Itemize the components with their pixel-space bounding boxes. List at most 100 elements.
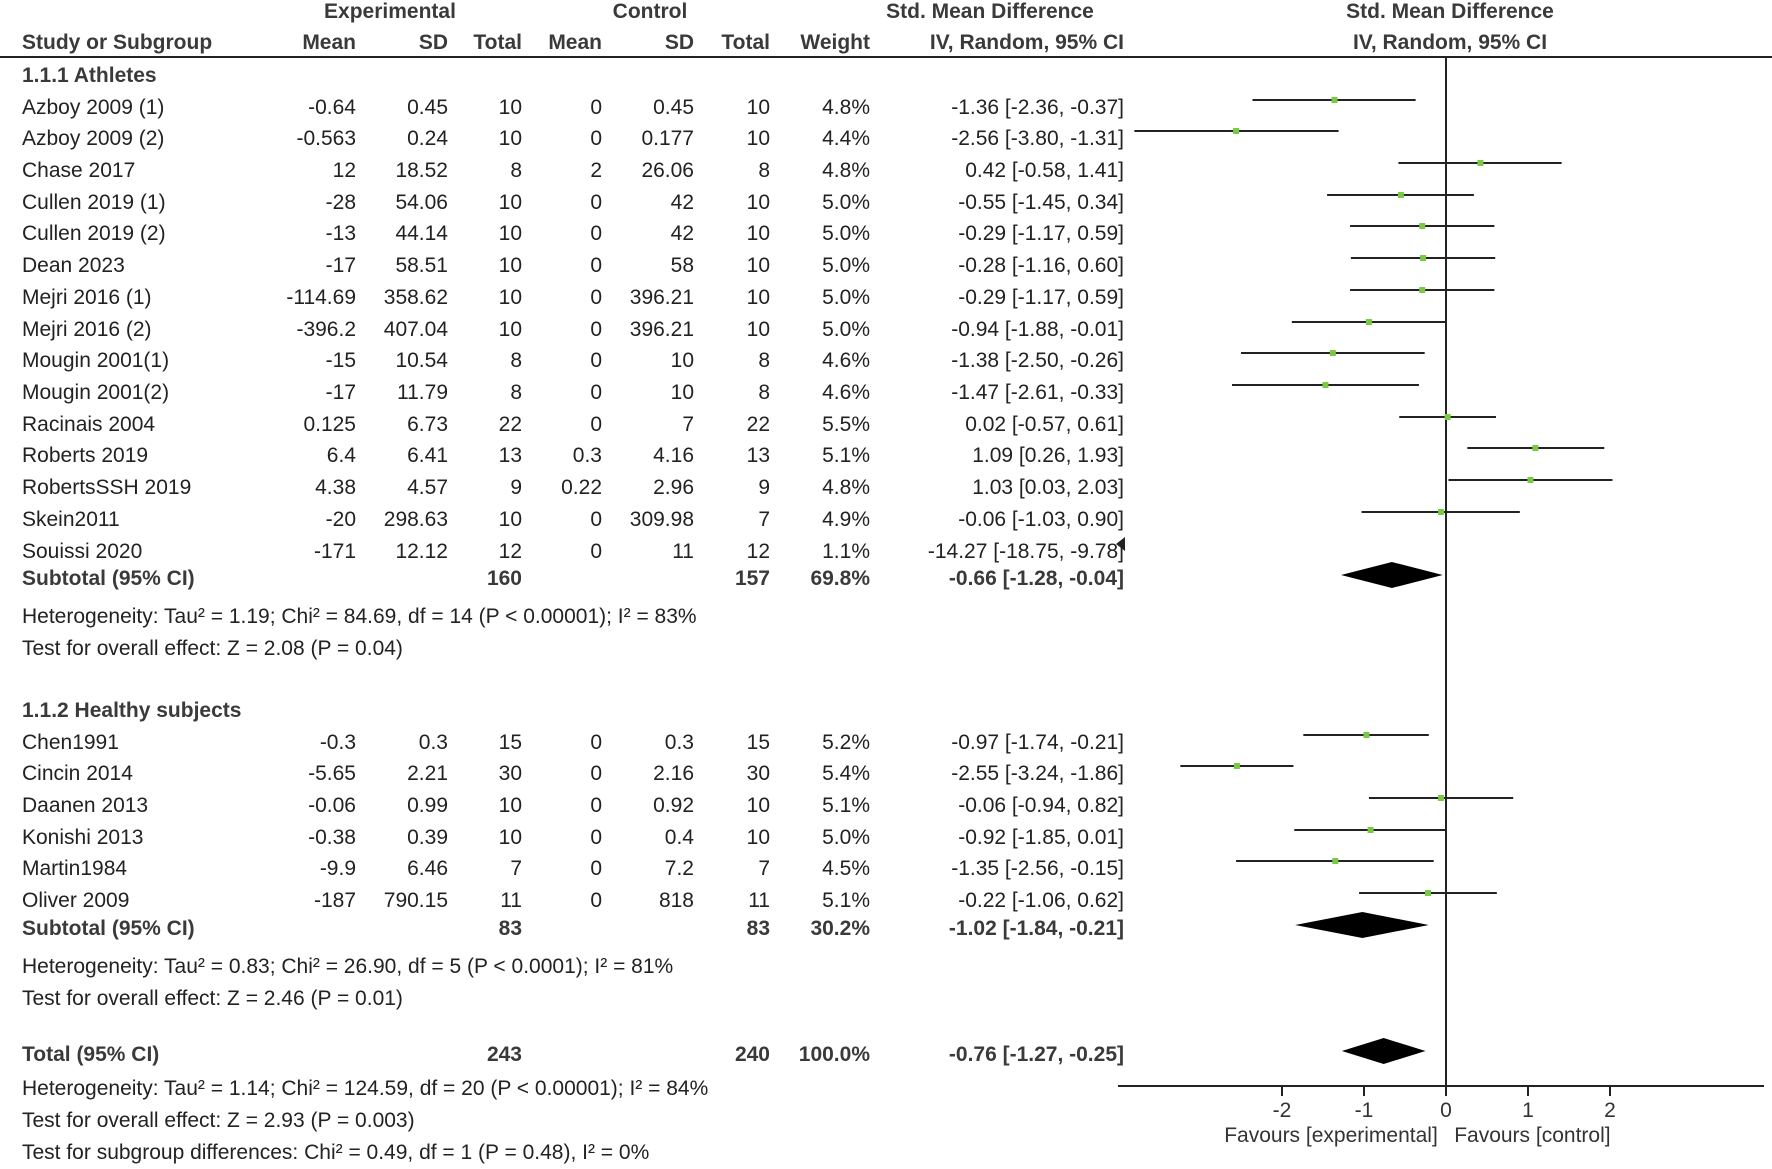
study-0-2-point <box>1477 160 1484 166</box>
study-name: Chase 2017 <box>22 159 136 182</box>
study-total-e: 10 <box>498 191 522 214</box>
study-sd-c: 0.92 <box>653 794 694 817</box>
study-total-c: 8 <box>758 381 770 404</box>
study-sd-e: 6.73 <box>407 413 448 436</box>
header-smd-plot: Std. Mean Difference <box>1346 0 1554 23</box>
study-ci: -0.06 [-0.94, 0.82] <box>958 794 1124 817</box>
study-weight: 4.9% <box>822 508 870 531</box>
study-weight: 5.0% <box>822 318 870 341</box>
study-1-5-point <box>1424 890 1431 896</box>
study-name: Dean 2023 <box>22 254 125 277</box>
study-sd-e: 2.21 <box>407 762 448 785</box>
study-sd-c: 10 <box>670 381 694 404</box>
study-ci: -0.22 [-1.06, 0.62] <box>958 889 1124 912</box>
study-sd-c: 0.177 <box>641 127 694 150</box>
study-sd-c: 26.06 <box>641 159 694 182</box>
header-mean-e: Mean <box>302 31 356 54</box>
x-tick-label: 1 <box>1522 1099 1534 1122</box>
study-ci: 0.42 [-0.58, 1.41] <box>965 159 1124 182</box>
total-weight: 100.0% <box>798 1043 870 1066</box>
study-mean-c: 0 <box>590 349 602 372</box>
study-sd-e: 0.99 <box>407 794 448 817</box>
group-title: 1.1.1 Athletes <box>22 64 157 87</box>
subtotal-weight: 69.8% <box>810 567 870 590</box>
subtotal-1-diamond <box>1295 912 1429 938</box>
study-total-c: 13 <box>746 444 770 467</box>
study-total-e: 10 <box>498 222 522 245</box>
study-mean-c: 2 <box>590 159 602 182</box>
study-mean-c: 0 <box>590 762 602 785</box>
study-weight: 5.1% <box>822 889 870 912</box>
study-sd-c: 7.2 <box>664 857 694 880</box>
subtotal-weight: 30.2% <box>810 917 870 940</box>
study-sd-e: 358.62 <box>383 286 448 309</box>
study-total-c: 8 <box>758 159 770 182</box>
overall-effect-text: Test for overall effect: Z = 2.46 (P = 0… <box>22 987 403 1010</box>
study-mean-c: 0 <box>590 127 602 150</box>
study-mean-e: -187 <box>313 889 356 912</box>
study-total-c: 7 <box>758 508 770 531</box>
study-weight: 5.0% <box>822 222 870 245</box>
study-1-1-point <box>1233 763 1240 769</box>
study-ci: -0.55 [-1.45, 0.34] <box>958 191 1124 214</box>
study-total-c: 10 <box>746 286 770 309</box>
x-tick-label: 0 <box>1440 1099 1452 1122</box>
study-total-c: 11 <box>748 889 770 912</box>
study-name: RobertsSSH 2019 <box>22 476 192 499</box>
study-total-e: 10 <box>498 286 522 309</box>
study-name: Martin1984 <box>22 857 128 880</box>
total-ci: -0.76 [-1.27, -0.25] <box>948 1043 1124 1066</box>
study-0-8-point <box>1329 350 1336 356</box>
study-mean-c: 0 <box>590 254 602 277</box>
study-sd-c: 4.16 <box>653 444 694 467</box>
study-total-c: 15 <box>746 731 770 754</box>
study-total-e: 10 <box>498 826 522 849</box>
study-ci: -0.29 [-1.17, 0.59] <box>958 222 1124 245</box>
study-sd-e: 18.52 <box>395 159 448 182</box>
study-ci: 1.09 [0.26, 1.93] <box>972 444 1124 467</box>
study-sd-c: 396.21 <box>629 286 694 309</box>
study-0-13-point <box>1438 509 1445 515</box>
header-total-c: Total <box>721 31 770 54</box>
favours-experimental-label: Favours [experimental] <box>1224 1124 1438 1147</box>
study-total-e: 7 <box>510 857 522 880</box>
study-total-c: 10 <box>746 318 770 341</box>
study-mean-e: -17 <box>325 381 356 404</box>
subtotal-label: Subtotal (95% CI) <box>22 567 195 590</box>
study-total-e: 22 <box>498 413 522 436</box>
study-0-0-point <box>1331 97 1338 103</box>
study-mean-e: 12 <box>332 159 356 182</box>
study-name: Konishi 2013 <box>22 826 144 849</box>
study-weight: 4.6% <box>822 381 870 404</box>
study-mean-e: -9.9 <box>319 857 356 880</box>
study-total-c: 22 <box>746 413 770 436</box>
study-total-e: 13 <box>498 444 522 467</box>
x-tick-label: 2 <box>1604 1099 1616 1122</box>
study-ci: -0.28 [-1.16, 0.60] <box>958 254 1124 277</box>
study-0-4-point <box>1419 223 1426 229</box>
study-sd-c: 309.98 <box>629 508 694 531</box>
study-0-9-point <box>1322 382 1329 388</box>
study-sd-e: 298.63 <box>383 508 448 531</box>
study-sd-e: 12.12 <box>395 540 448 563</box>
study-total-e: 12 <box>498 540 522 563</box>
study-sd-e: 44.14 <box>395 222 448 245</box>
study-mean-e: -0.06 <box>308 794 356 817</box>
study-weight: 5.4% <box>822 762 870 785</box>
study-mean-c: 0 <box>590 889 602 912</box>
subtotal-label: Subtotal (95% CI) <box>22 917 195 940</box>
study-sd-e: 11.79 <box>397 381 448 404</box>
study-sd-c: 7 <box>682 413 694 436</box>
study-total-e: 10 <box>498 508 522 531</box>
study-total-c: 10 <box>746 794 770 817</box>
study-total-e: 10 <box>498 96 522 119</box>
study-total-c: 10 <box>746 96 770 119</box>
study-0-10-point <box>1444 414 1451 420</box>
study-mean-c: 0 <box>590 191 602 214</box>
header-weight: Weight <box>800 31 870 54</box>
study-mean-e: 4.38 <box>315 476 356 499</box>
study-sd-c: 396.21 <box>629 318 694 341</box>
group-title: 1.1.2 Healthy subjects <box>22 698 242 722</box>
study-ci: -0.92 [-1.85, 0.01] <box>958 826 1124 849</box>
study-weight: 5.0% <box>822 254 870 277</box>
